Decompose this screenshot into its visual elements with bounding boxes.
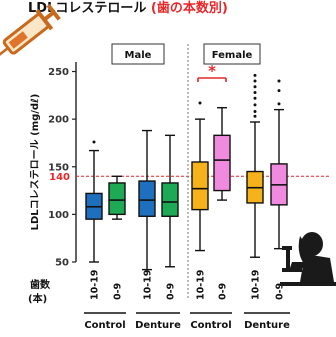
- y-tick-label-200: 200: [48, 115, 69, 126]
- y-tick-label-150: 150: [48, 162, 69, 173]
- box-male-control-10-19: [85, 140, 103, 263]
- outlier-point: [253, 90, 257, 94]
- male-panel-box: [111, 43, 165, 65]
- outlier-point: [253, 110, 257, 114]
- y-tick-label-250: 250: [48, 67, 69, 78]
- box-male-denture-0-9: [161, 134, 179, 268]
- reference-line-label: 140: [49, 172, 70, 183]
- tooth-count-label: 10-19: [90, 270, 101, 300]
- chart-title: LDLコレステロール (歯の本数別): [28, 0, 228, 16]
- male-panel-label: Male: [125, 50, 152, 61]
- outlier-point: [198, 101, 202, 105]
- outlier-point: [253, 103, 257, 107]
- outlier-point: [253, 73, 257, 77]
- outlier-point: [92, 140, 96, 144]
- iqr-box: [161, 182, 179, 217]
- group-label-female-control: Control: [190, 320, 231, 331]
- box-female-control-0-9: [213, 107, 231, 201]
- y-axis-label: LDLコレステロール (mg/dℓ): [29, 94, 41, 231]
- tooth-count-label: 10-19: [143, 270, 154, 300]
- researcher-microscope-icon: [280, 232, 336, 286]
- syringe-icon: [0, 3, 61, 59]
- box-female-denture-0-9: [270, 79, 288, 250]
- iqr-box: [191, 161, 209, 211]
- tooth-count-label: 10-19: [251, 270, 262, 300]
- y-tick-label-100: 100: [48, 210, 69, 221]
- box-female-control-10-19: [191, 101, 209, 252]
- group-label-male-denture: Denture: [135, 320, 181, 331]
- box-male-control-0-9: [108, 175, 126, 220]
- box-female-denture-10-19: [246, 73, 264, 258]
- iqr-box: [213, 134, 231, 192]
- outlier-point: [277, 79, 281, 83]
- tooth-count-label: 10-19: [196, 270, 207, 300]
- iqr-box: [138, 180, 156, 217]
- outlier-point: [253, 96, 257, 100]
- outlier-point: [253, 85, 257, 89]
- box-male-denture-10-19: [138, 129, 156, 271]
- iqr-box: [108, 182, 126, 216]
- tooth-count-label: 0-9: [113, 283, 124, 300]
- significance-star: *: [208, 62, 216, 80]
- tooth-count-label: 0-9: [275, 283, 286, 300]
- significance-bracket: [197, 77, 227, 82]
- group-label-female-denture: Denture: [244, 320, 290, 331]
- y-tick-label-50: 50: [55, 258, 69, 269]
- female-panel-box: [203, 43, 261, 65]
- tooth-count-label: 0-9: [218, 283, 229, 300]
- tooth-count-unit: (本): [28, 292, 47, 305]
- outlier-point: [253, 114, 257, 118]
- outlier-point: [253, 79, 257, 83]
- female-panel-label: Female: [212, 50, 253, 61]
- group-label-male-control: Control: [84, 320, 125, 331]
- tooth-count-header: 歯数: [30, 278, 51, 291]
- outlier-point: [277, 102, 281, 106]
- tooth-count-label: 0-9: [166, 283, 177, 300]
- outlier-point: [277, 89, 281, 93]
